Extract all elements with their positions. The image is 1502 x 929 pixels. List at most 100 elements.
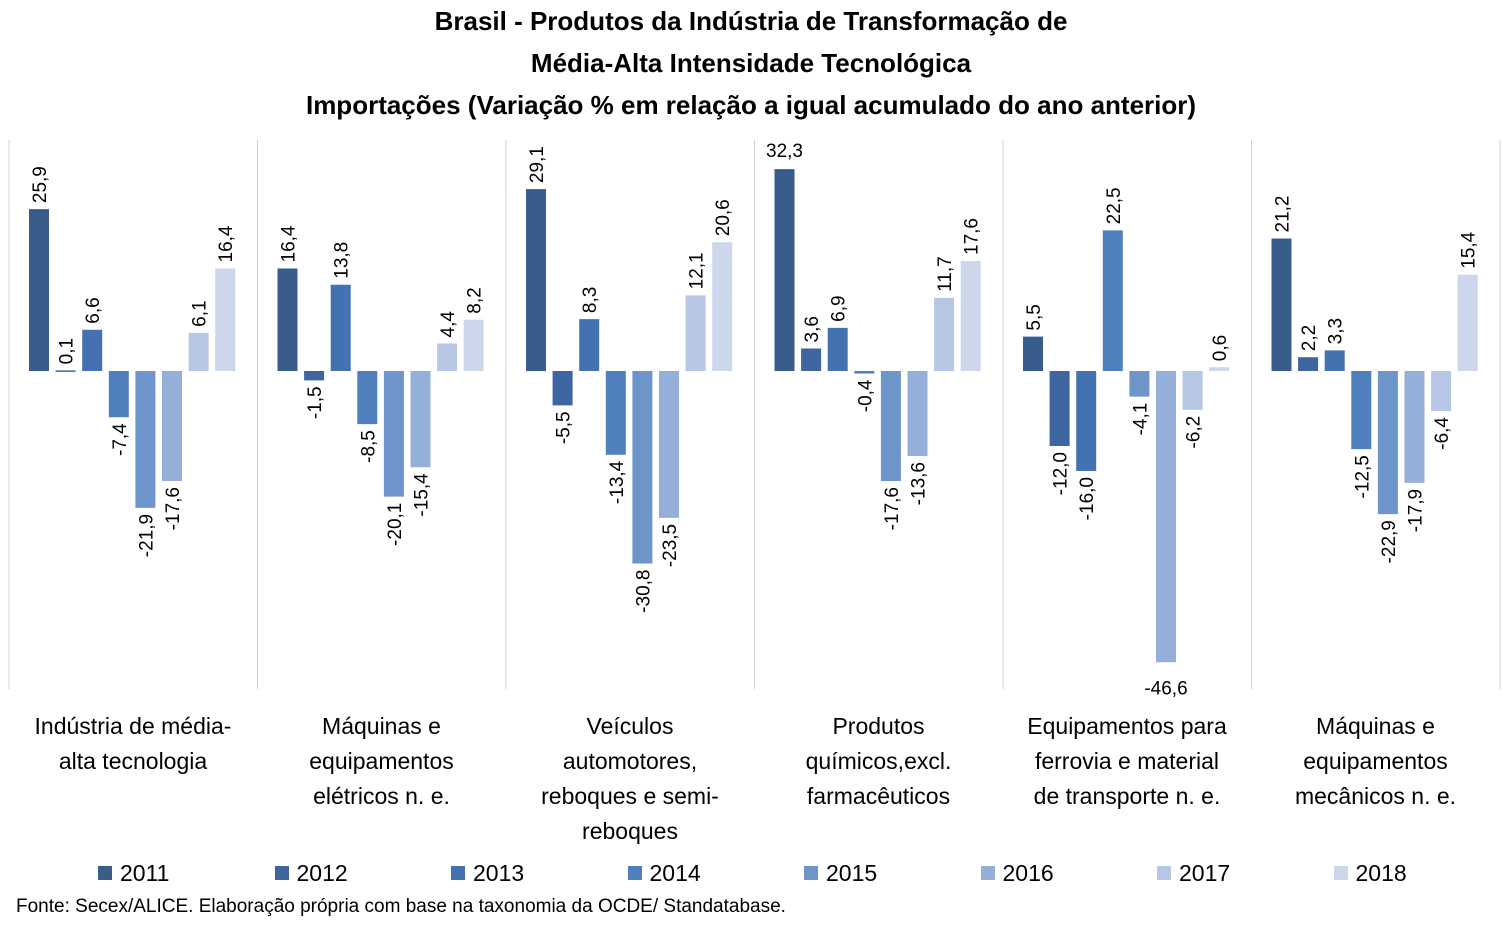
bar <box>774 169 795 371</box>
chart-title-line-2: Média-Alta Intensidade Tecnológica <box>530 48 972 78</box>
bar <box>82 329 103 371</box>
data-label: -12,5 <box>1352 455 1373 498</box>
category-label-line: reboques e semi- <box>541 783 719 809</box>
legend-item: 2015 <box>804 856 877 890</box>
category-label-line: químicos,excl. <box>805 748 952 774</box>
bar <box>135 371 156 508</box>
data-label: 5,5 <box>1024 304 1045 330</box>
data-label: -8,5 <box>358 430 379 463</box>
bar <box>659 371 679 518</box>
bar <box>1377 371 1398 515</box>
data-label: 6,6 <box>83 297 104 323</box>
legend-label: 2012 <box>296 860 348 886</box>
data-label: 0,6 <box>1210 335 1231 361</box>
data-label: 29,1 <box>527 146 548 183</box>
legend-item: 2014 <box>627 856 701 890</box>
data-label: -17,6 <box>882 487 903 530</box>
bar <box>277 268 298 371</box>
data-label: 16,4 <box>279 225 300 262</box>
bar <box>1298 357 1319 371</box>
legend-item: 2011 <box>98 856 169 890</box>
bar <box>1129 371 1150 397</box>
data-label: 32,3 <box>766 141 803 162</box>
bar <box>215 268 236 371</box>
data-label: 3,6 <box>802 316 823 342</box>
data-label: 6,1 <box>190 300 211 326</box>
legend-item: 2013 <box>451 856 524 890</box>
data-label: 20,6 <box>713 199 734 236</box>
data-label: -4,1 <box>1130 403 1151 436</box>
category-label-line: Máquinas e <box>322 713 441 739</box>
data-label: 8,3 <box>580 287 601 313</box>
data-label: 21,2 <box>1273 196 1294 233</box>
bar <box>934 297 955 371</box>
legend-swatch <box>1157 866 1171 880</box>
legend-label: 2013 <box>473 860 525 886</box>
category-label-line: equipamentos <box>309 748 454 774</box>
data-label: -23,5 <box>660 524 681 567</box>
category-label-line: mecânicos n. e. <box>1294 783 1457 809</box>
bar <box>960 261 981 371</box>
data-label: -6,2 <box>1184 416 1205 449</box>
legend-item: 2012 <box>274 856 348 890</box>
category-label: Produtos químicos,excl. farmacêuticos <box>755 709 1003 814</box>
bar <box>1351 371 1372 450</box>
legend-label: 2018 <box>1355 860 1407 886</box>
data-label: 13,8 <box>332 242 353 279</box>
data-label: -12,0 <box>1051 452 1072 495</box>
data-label: -1,5 <box>305 386 326 419</box>
bar <box>1431 371 1452 411</box>
category-label-line: reboques <box>582 818 678 844</box>
legend-label: 2014 <box>649 860 701 886</box>
bar <box>1156 371 1176 663</box>
category-label: Máquinas e equipamentos mecânicos n. e. <box>1252 709 1500 814</box>
legend-swatch <box>451 866 465 880</box>
bar <box>357 371 378 425</box>
legend-swatch <box>98 866 112 880</box>
legend-swatch <box>804 866 818 880</box>
data-label: 8,2 <box>465 287 486 313</box>
category-label: Equipamentos para ferrovia e material de t… <box>1003 709 1251 814</box>
data-label: -6,4 <box>1432 417 1453 450</box>
bar <box>1209 367 1230 371</box>
bar <box>1457 274 1478 371</box>
data-label: -30,8 <box>633 570 654 613</box>
data-label: -21,9 <box>136 514 157 557</box>
bar <box>605 371 626 455</box>
bar <box>188 332 209 371</box>
data-label: -13,6 <box>909 462 930 505</box>
bar <box>880 371 901 481</box>
bar <box>55 370 76 372</box>
bar <box>1404 371 1425 483</box>
category-label-line: equipamentos <box>1303 748 1448 774</box>
category-label-line: de transporte n. e. <box>1033 783 1221 809</box>
category-label-line: Equipamentos para <box>1027 713 1227 739</box>
category-label-line: Indústria de média- <box>34 713 232 739</box>
category-label: Veículos automotores, reboques e semi-rebo… <box>506 709 754 849</box>
legend-swatch <box>274 866 289 880</box>
data-label: -7,4 <box>110 423 131 456</box>
data-label: 22,5 <box>1104 187 1125 224</box>
category-label: Máquinas e equipamentos elétricos n. e. <box>258 709 506 814</box>
bar <box>108 371 129 418</box>
data-label: 4,4 <box>438 311 459 338</box>
bar <box>712 242 733 371</box>
category-label-line: Veículos <box>586 713 674 739</box>
legend-item: 2016 <box>980 856 1054 890</box>
legend-swatch <box>1333 866 1348 880</box>
bar <box>907 371 928 456</box>
bar <box>463 319 484 371</box>
bar <box>1049 371 1070 446</box>
chart-title-line-3: Importações (Variação % em relação a igu… <box>305 90 1197 120</box>
category-label-line: farmacêuticos <box>806 783 951 809</box>
data-label: 25,9 <box>30 166 51 203</box>
category-label-line: Produtos <box>832 713 925 739</box>
legend-label: 2015 <box>826 860 878 886</box>
bar <box>410 371 431 468</box>
bar <box>552 371 573 406</box>
bar <box>330 284 351 371</box>
bar <box>383 371 404 497</box>
source-note: Fonte: Secex/ALICE. Elaboração própria c… <box>16 896 786 917</box>
category-label-line: alta tecnologia <box>58 748 208 774</box>
data-label: -17,9 <box>1406 489 1427 532</box>
